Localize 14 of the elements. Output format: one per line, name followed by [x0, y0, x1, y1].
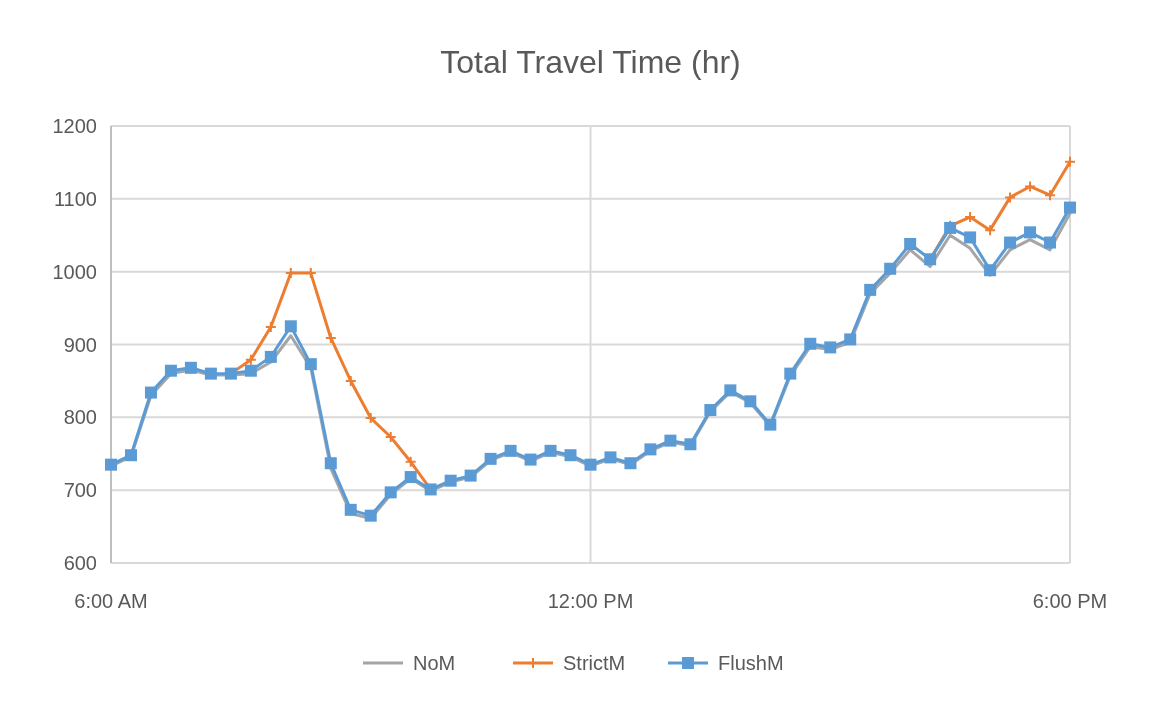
legend-label: StrictM: [563, 652, 626, 674]
x-tick-label: 6:00 AM: [74, 590, 148, 612]
x-tick-label: 12:00 PM: [547, 590, 634, 612]
y-tick-label: 1000: [52, 260, 97, 283]
y-tick-label: 900: [63, 333, 97, 356]
x-tick-label: 6:00 PM: [1032, 590, 1108, 612]
y-tick-label: 1100: [53, 187, 97, 210]
y-tick-label: 700: [63, 479, 97, 502]
legend-label: NoM: [413, 652, 456, 674]
y-tick-label: 1200: [52, 115, 97, 137]
chart-title: Total Travel Time (hr): [440, 44, 741, 80]
legend-label: FlushM: [718, 652, 784, 674]
y-tick-label: 600: [63, 552, 97, 574]
y-tick-label: 800: [63, 406, 97, 429]
